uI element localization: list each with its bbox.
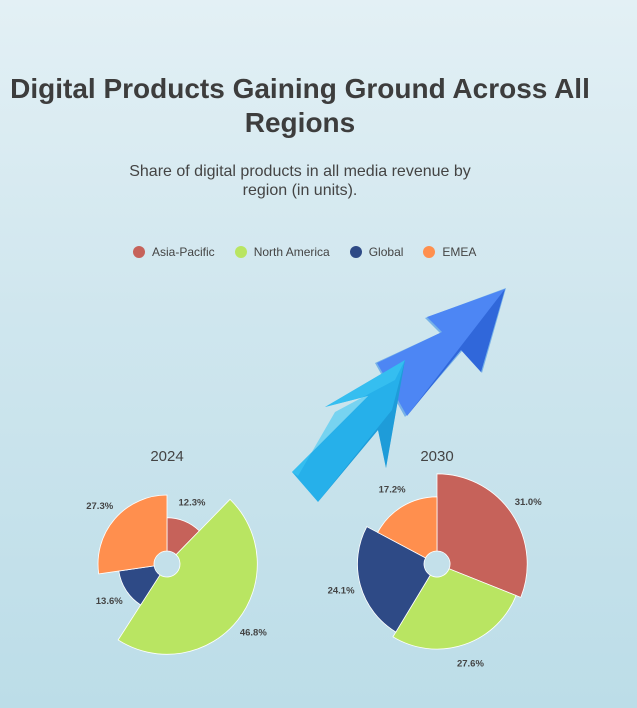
legend-label-emea: EMEA [442,245,477,259]
legend-dot-asia-pacific [133,246,145,258]
slice-label-2024-global: 13.6% [96,596,123,607]
legend-item-north-america[interactable]: North America [234,245,330,259]
slice-label-2030-global: 24.1% [328,585,355,596]
slice-label-2030-north-america: 27.6% [457,659,484,670]
legend-label-asia-pacific: Asia-Pacific [152,245,215,259]
slice-label-2024-emea: 27.3% [86,501,113,512]
legend-dot-emea [423,246,436,258]
legend-item-global[interactable]: Global [349,245,404,259]
slice-label-2030-asia-pacific: 31.0% [515,497,542,508]
legend-dot-north-america [234,246,247,258]
slice-2030-global[interactable] [357,526,431,633]
slice-2024-emea[interactable] [97,494,168,575]
legend: Asia-Pacific North America Global EMEA [133,244,496,260]
chart-2030-year-label: 2030 [420,448,453,465]
slice-2030-asia-pacific[interactable] [436,473,528,598]
chart-subtitle: Share of digital products in all media r… [129,163,471,199]
legend-dot-global [349,246,362,258]
chart-title: Digital Products Gaining Ground Across A… [10,73,590,138]
chart-2024-year-label: 2024 [150,448,183,465]
trending-up-arrow-icon [292,288,506,502]
legend-item-asia-pacific[interactable]: Asia-Pacific [133,245,215,259]
slice-label-2024-asia-pacific: 12.3% [179,498,206,509]
slice-label-2030-emea: 17.2% [379,484,406,495]
slice-label-2024-north-america: 46.8% [240,628,267,639]
slice-2030-emea[interactable] [377,496,438,559]
slice-2030-north-america[interactable] [392,568,517,650]
rose-chart-2030: 31.0% 27.6% 24.1% 17.2% [328,473,542,670]
legend-label-global: Global [368,245,404,259]
rose-chart-2024: 12.3% 46.8% 13.6% 27.3% [86,494,267,655]
legend-item-emea[interactable]: EMEA [423,245,476,259]
slice-2024-north-america[interactable] [117,498,258,655]
legend-label-north-america: North America [253,245,330,259]
